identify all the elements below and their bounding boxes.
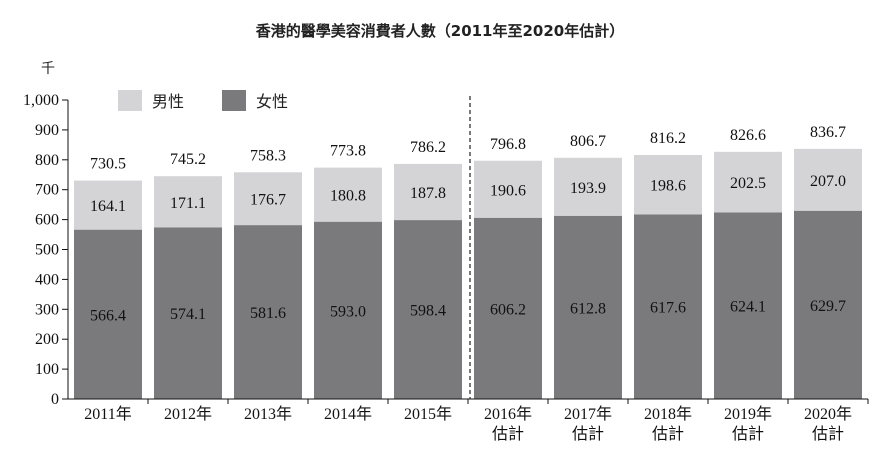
x-tick-label: 估計	[732, 425, 764, 443]
data-label-female: 574.1	[170, 306, 206, 323]
data-label-female: 629.7	[810, 298, 846, 315]
data-label-male: 202.5	[730, 175, 766, 192]
bar-female	[234, 225, 302, 399]
x-tick-label: 2011年	[84, 405, 131, 423]
data-label-total: 745.2	[170, 151, 206, 168]
legend-swatch	[222, 90, 246, 111]
legend: 男性 女性	[118, 90, 288, 111]
data-label-female: 566.4	[90, 307, 126, 324]
data-label-total: 826.6	[730, 127, 766, 144]
bar-female	[554, 215, 622, 399]
bar-female	[394, 220, 462, 399]
data-label-male: 164.1	[90, 198, 126, 215]
bars	[74, 148, 869, 404]
data-label-total: 796.8	[490, 136, 526, 153]
x-tick-label: 2018年	[644, 405, 692, 423]
chart-title: 香港的醫學美容消費者人數（2011年至2020年估計）	[256, 22, 625, 40]
data-label-female: 612.8	[570, 300, 606, 317]
y-tick-label: 500	[35, 242, 59, 259]
data-label-male: 171.1	[170, 195, 206, 212]
data-labels: 566.4 164.1 730.5 574.1 171.1 745.2 581.6 176.7…	[90, 124, 846, 324]
bar-male	[154, 176, 222, 228]
data-label-female: 593.0	[330, 303, 366, 320]
data-label-female: 598.4	[410, 303, 446, 320]
bar-female	[794, 210, 862, 399]
x-tick-label: 估計	[572, 425, 604, 443]
data-label-total: 786.2	[410, 139, 446, 156]
y-tick-label: 100	[35, 361, 59, 378]
bar-female	[74, 229, 142, 399]
legend-label: 女性	[256, 92, 288, 111]
data-label-male: 176.7	[250, 192, 286, 209]
y-tick-label: 600	[35, 212, 59, 229]
legend-swatch	[118, 90, 142, 111]
x-tick-label: 2013年	[244, 405, 292, 423]
bar-female	[634, 214, 702, 399]
data-label-male: 193.9	[570, 180, 606, 197]
data-label-male: 207.0	[810, 173, 846, 190]
x-tick-label: 2016年	[484, 405, 532, 423]
y-tick-label: 400	[35, 271, 59, 288]
data-label-female: 617.6	[650, 300, 686, 317]
bar-female	[474, 217, 542, 399]
x-tick-label: 2015年	[404, 405, 452, 423]
data-label-female: 581.6	[250, 305, 286, 322]
data-label-male: 180.8	[330, 188, 366, 205]
y-tick-label: 700	[35, 182, 59, 199]
data-label-total: 816.2	[650, 130, 686, 147]
bar-male	[394, 163, 462, 221]
y-axis-unit: 千	[41, 61, 55, 77]
bar-female	[714, 212, 782, 399]
bar-male	[74, 180, 142, 230]
y-tick-label: 300	[35, 301, 59, 318]
x-tick-label: 2017年	[564, 405, 612, 423]
bar-male	[314, 167, 382, 222]
data-label-male: 190.6	[490, 182, 526, 199]
bar-male	[554, 157, 622, 216]
y-tick-label: 200	[35, 331, 59, 348]
x-tick-label: 估計	[492, 425, 524, 443]
y-tick-label: 1,000	[23, 92, 59, 109]
bar-female	[314, 221, 382, 399]
x-tick-label: 2020年	[804, 405, 852, 423]
data-label-total: 758.3	[250, 147, 286, 164]
x-tick-label: 估計	[812, 425, 844, 443]
bar-male	[234, 172, 302, 226]
y-tick-label: 800	[35, 152, 59, 169]
bar-male	[794, 148, 862, 211]
data-label-total: 806.7	[570, 133, 606, 150]
bar-male	[474, 160, 542, 218]
data-label-female: 606.2	[490, 301, 526, 318]
data-label-male: 187.8	[410, 185, 446, 202]
bar-male	[634, 154, 702, 215]
data-label-total: 836.7	[810, 124, 846, 141]
legend-label: 男性	[152, 92, 184, 111]
x-tick-label: 估計	[652, 425, 684, 443]
data-label-male: 198.6	[650, 178, 686, 195]
x-tick-label: 2012年	[164, 405, 212, 423]
data-label-female: 624.1	[730, 299, 766, 316]
x-tick-label: 2019年	[724, 405, 772, 423]
data-label-total: 773.8	[330, 143, 366, 160]
bar-male	[714, 151, 782, 213]
data-label-total: 730.5	[90, 156, 126, 173]
y-tick-label: 0	[51, 391, 59, 408]
x-tick-label: 2014年	[324, 405, 372, 423]
y-axis-ticks: 0 100 200 300 400 500 600 700 800 900 1,000	[23, 92, 68, 408]
y-tick-label: 900	[35, 122, 59, 139]
bar-female	[154, 227, 222, 399]
